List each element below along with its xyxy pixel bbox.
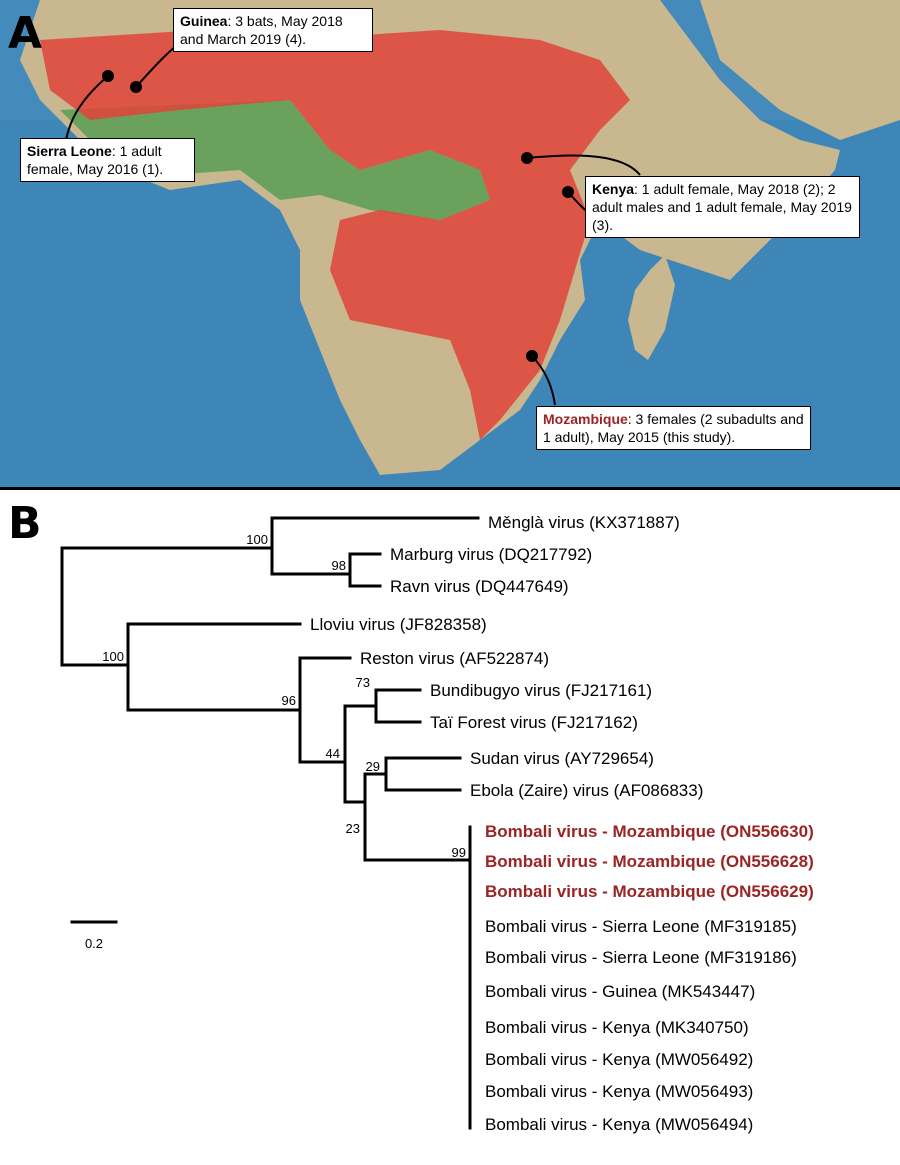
callout-sierra-leone: Sierra Leone: 1 adult female, May 2016 (… [20, 138, 195, 182]
tip-label: Ravn virus (DQ447649) [390, 577, 569, 596]
tip-label: Bombali virus - Kenya (MK340750) [485, 1018, 749, 1037]
tree-panel: B 100 98 100 96 73 44 29 23 99 Měnglà virus (KX37… [0, 490, 900, 1165]
bootstrap-label: 29 [366, 759, 380, 774]
site-kenya-1 [521, 152, 533, 164]
tip-label: Lloviu virus (JF828358) [310, 615, 487, 634]
sample-sites [102, 70, 574, 362]
phylogenetic-tree: 100 98 100 96 73 44 29 23 99 Měnglà virus (KX3718… [60, 513, 814, 1134]
bootstrap-label: 96 [282, 693, 296, 708]
tip-label: Bombali virus - Sierra Leone (MF319186) [485, 948, 797, 967]
callout-text: : 3 bats, May 2018 and March 2019 (4). [180, 13, 343, 47]
callout-text: : 1 adult female, May 2018 (2); 2 adult … [592, 181, 852, 233]
callout-country: Guinea [180, 13, 228, 29]
tip-label: Bombali virus - Kenya (MW056493) [485, 1082, 753, 1101]
callout-text: : 3 females (2 subadults and 1 adult), M… [543, 411, 804, 445]
callout-country: Sierra Leone [27, 143, 112, 159]
bootstrap-label: 98 [332, 558, 346, 573]
callout-text: : 1 adult female, May 2016 (1). [27, 143, 164, 177]
panel-a-letter: A [8, 8, 43, 59]
highlighted-tip-label: Bombali virus - Mozambique (ON556628) [485, 852, 814, 871]
tip-label: Bombali virus - Sierra Leone (MF319185) [485, 917, 797, 936]
bootstrap-label: 100 [246, 532, 268, 547]
bootstrap-label: 100 [102, 649, 124, 664]
bootstrap-label: 23 [346, 821, 360, 836]
highlighted-tip-label: Bombali virus - Mozambique (ON556630) [485, 822, 814, 841]
site-sierra-leone [102, 70, 114, 82]
callout-country: Kenya [592, 181, 635, 197]
map-panel: A Guinea: 3 bats, May 2018 and March 201… [0, 0, 900, 490]
forest-area [60, 100, 490, 220]
site-kenya-2 [562, 186, 574, 198]
callout-mozambique: Mozambique: 3 females (2 subadults and 1… [536, 406, 811, 450]
callout-country: Mozambique [543, 411, 628, 427]
site-guinea [130, 81, 142, 93]
bat-range [40, 30, 630, 440]
tip-label: Bombali virus - Kenya (MW056492) [485, 1050, 753, 1069]
tip-label: Sudan virus (AY729654) [470, 749, 654, 768]
tip-label: Taï Forest virus (FJ217162) [430, 713, 638, 732]
tip-label: Reston virus (AF522874) [360, 649, 549, 668]
tip-label: Bombali virus - Kenya (MW056494) [485, 1115, 753, 1134]
madagascar [628, 255, 675, 360]
highlighted-tip-label: Bombali virus - Mozambique (ON556629) [485, 882, 814, 901]
bootstrap-label: 99 [452, 845, 466, 860]
panel-b-letter: B [8, 498, 42, 549]
tip-label: Marburg virus (DQ217792) [390, 545, 592, 564]
callout-guinea: Guinea: 3 bats, May 2018 and March 2019 … [173, 8, 373, 52]
tip-label: Měnglà virus (KX371887) [488, 513, 680, 532]
tip-label: Ebola (Zaire) virus (AF086833) [470, 781, 703, 800]
bootstrap-label: 44 [326, 746, 340, 761]
africa-map [0, 0, 900, 487]
tip-label: Bundibugyo virus (FJ217161) [430, 681, 652, 700]
scale-bar-label: 0.2 [85, 936, 103, 951]
callout-kenya: Kenya: 1 adult female, May 2018 (2); 2 a… [585, 176, 860, 238]
site-mozambique [526, 350, 538, 362]
tip-label: Bombali virus - Guinea (MK543447) [485, 982, 755, 1001]
bootstrap-label: 73 [356, 675, 370, 690]
